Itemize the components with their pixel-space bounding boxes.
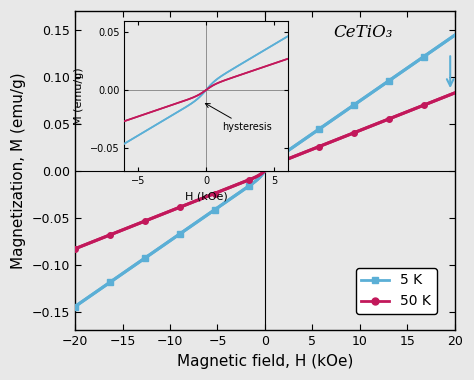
50 K bbox=[452, 90, 458, 95]
Y-axis label: Magnetization, M (emu/g): Magnetization, M (emu/g) bbox=[11, 73, 26, 269]
5 K bbox=[244, 185, 250, 190]
50 K bbox=[244, 179, 250, 183]
5 K bbox=[139, 258, 145, 262]
Legend: 5 K, 50 K: 5 K, 50 K bbox=[356, 268, 437, 314]
5 K bbox=[358, 98, 364, 102]
5 K bbox=[72, 304, 78, 309]
Text: CeTiO₃: CeTiO₃ bbox=[333, 24, 393, 41]
X-axis label: Magnetic field, H (kOe): Magnetic field, H (kOe) bbox=[177, 354, 353, 369]
5 K bbox=[452, 33, 458, 37]
5 K bbox=[170, 237, 175, 241]
50 K bbox=[326, 141, 332, 145]
50 K bbox=[170, 208, 175, 212]
Line: 5 K: 5 K bbox=[72, 32, 458, 309]
50 K bbox=[358, 128, 364, 132]
50 K bbox=[139, 220, 145, 225]
50 K bbox=[296, 152, 302, 157]
5 K bbox=[296, 141, 302, 146]
Line: 50 K: 50 K bbox=[72, 90, 458, 252]
5 K bbox=[326, 120, 332, 125]
50 K bbox=[72, 247, 78, 251]
